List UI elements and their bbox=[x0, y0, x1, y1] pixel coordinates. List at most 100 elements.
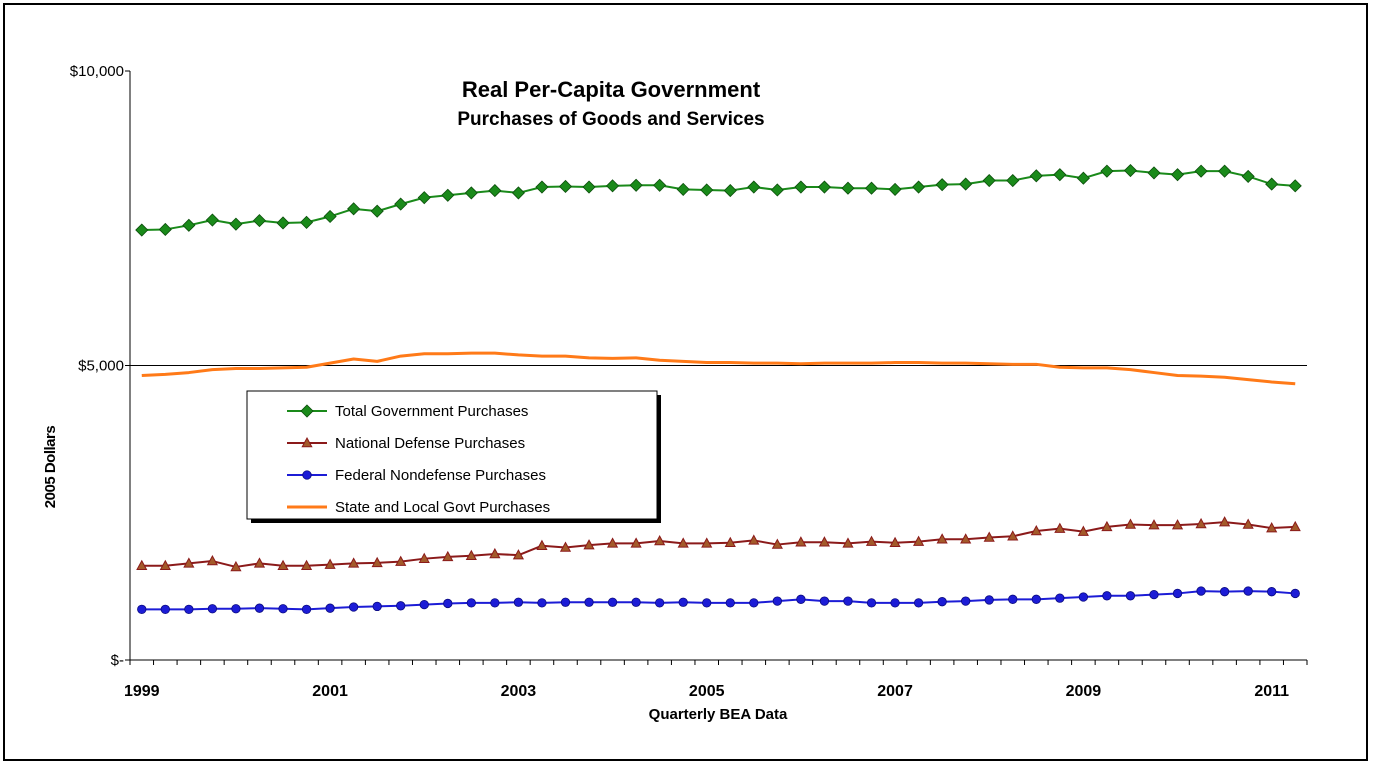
chart-subtitle: Purchases of Goods and Services bbox=[457, 109, 764, 130]
data-point bbox=[348, 602, 359, 612]
data-point bbox=[1147, 166, 1161, 180]
series-line bbox=[141, 521, 1296, 568]
data-point bbox=[982, 173, 996, 188]
data-point bbox=[865, 535, 878, 546]
data-point bbox=[1055, 593, 1065, 603]
data-point bbox=[1006, 173, 1020, 188]
data-point bbox=[725, 598, 735, 608]
y-axis-label: 2005 Dollars bbox=[42, 426, 59, 509]
data-point bbox=[1288, 179, 1302, 193]
data-point bbox=[606, 537, 619, 548]
data-point bbox=[394, 197, 408, 211]
data-point bbox=[205, 213, 219, 227]
data-point bbox=[1219, 516, 1231, 527]
data-point bbox=[229, 217, 243, 231]
data-point bbox=[724, 536, 736, 548]
legend-entry: State and Local Govt Purchases bbox=[287, 499, 550, 516]
data-point bbox=[372, 601, 382, 612]
data-point bbox=[1053, 168, 1067, 182]
data-point bbox=[1170, 168, 1185, 182]
data-point bbox=[959, 177, 973, 191]
legend-label: State and Local Govt Purchases bbox=[335, 499, 550, 516]
data-point bbox=[207, 604, 218, 614]
data-point bbox=[1102, 591, 1112, 601]
data-point bbox=[1172, 588, 1183, 599]
data-point bbox=[160, 604, 170, 614]
data-point bbox=[772, 596, 782, 606]
data-point bbox=[489, 547, 501, 559]
data-point bbox=[158, 222, 172, 237]
data-point bbox=[535, 180, 549, 194]
data-point bbox=[818, 536, 831, 547]
data-point bbox=[1265, 177, 1279, 191]
data-point bbox=[135, 223, 149, 237]
legend-label: Federal Nondefense Purchases bbox=[335, 467, 546, 484]
data-point bbox=[276, 216, 290, 230]
data-point bbox=[324, 558, 336, 569]
data-point bbox=[490, 598, 500, 608]
data-point bbox=[1148, 519, 1160, 530]
data-point bbox=[1267, 587, 1277, 597]
data-point bbox=[488, 184, 502, 198]
data-point bbox=[418, 552, 430, 563]
data-point bbox=[183, 557, 195, 568]
data-point bbox=[253, 557, 266, 568]
data-point bbox=[1219, 587, 1230, 597]
data-point bbox=[466, 598, 476, 608]
data-point bbox=[1031, 594, 1041, 604]
chart-frame: $- $5,000 $10,000 1999 2001 2003 2005 2007 2009… bbox=[3, 3, 1368, 761]
data-point bbox=[1076, 171, 1090, 185]
data-point bbox=[1243, 586, 1253, 596]
data-point bbox=[582, 180, 596, 194]
data-point bbox=[913, 598, 924, 608]
x-tick-label: 2005 bbox=[689, 683, 725, 700]
data-point bbox=[936, 533, 948, 544]
data-point bbox=[560, 597, 571, 607]
data-point bbox=[1029, 169, 1043, 183]
data-point bbox=[558, 179, 573, 194]
data-point bbox=[631, 597, 641, 607]
data-point bbox=[347, 202, 361, 216]
data-point bbox=[584, 597, 594, 607]
data-point bbox=[513, 597, 524, 607]
data-point bbox=[230, 560, 242, 572]
data-point bbox=[1196, 586, 1206, 596]
data-point bbox=[1290, 588, 1300, 599]
data-point bbox=[1101, 520, 1113, 532]
data-point bbox=[983, 531, 995, 542]
data-point bbox=[629, 178, 643, 192]
data-point bbox=[511, 186, 525, 200]
data-point bbox=[1194, 164, 1208, 178]
data-point bbox=[299, 215, 314, 229]
data-point bbox=[441, 188, 455, 202]
series-national-defense-purchases bbox=[136, 516, 1301, 572]
data-point bbox=[843, 596, 853, 606]
data-point bbox=[370, 204, 384, 218]
data-point bbox=[654, 534, 666, 546]
data-point bbox=[1030, 524, 1042, 536]
data-point bbox=[231, 604, 241, 614]
y-tick-labels: $- $5,000 $10,000 bbox=[70, 63, 124, 669]
data-point bbox=[961, 596, 971, 606]
data-point bbox=[796, 594, 806, 604]
data-point bbox=[301, 604, 312, 614]
data-point bbox=[607, 597, 618, 607]
legend-entry: Federal Nondefense Purchases bbox=[287, 467, 546, 484]
data-point bbox=[888, 182, 902, 196]
data-point bbox=[935, 178, 949, 192]
data-point bbox=[1171, 519, 1184, 530]
data-point bbox=[323, 209, 337, 224]
data-point bbox=[747, 180, 761, 194]
data-point bbox=[701, 537, 713, 548]
data-point bbox=[749, 598, 759, 608]
data-point bbox=[395, 555, 407, 566]
series-federal-nondefense-purchases bbox=[137, 586, 1300, 614]
legend-label: Total Government Purchases bbox=[335, 403, 528, 420]
x-tick-label: 2009 bbox=[1066, 683, 1102, 700]
data-point bbox=[841, 181, 855, 195]
data-point bbox=[630, 537, 642, 548]
x-tick-label: 2003 bbox=[501, 683, 537, 700]
data-point bbox=[512, 549, 525, 560]
data-point bbox=[371, 556, 383, 568]
data-point bbox=[137, 604, 147, 614]
